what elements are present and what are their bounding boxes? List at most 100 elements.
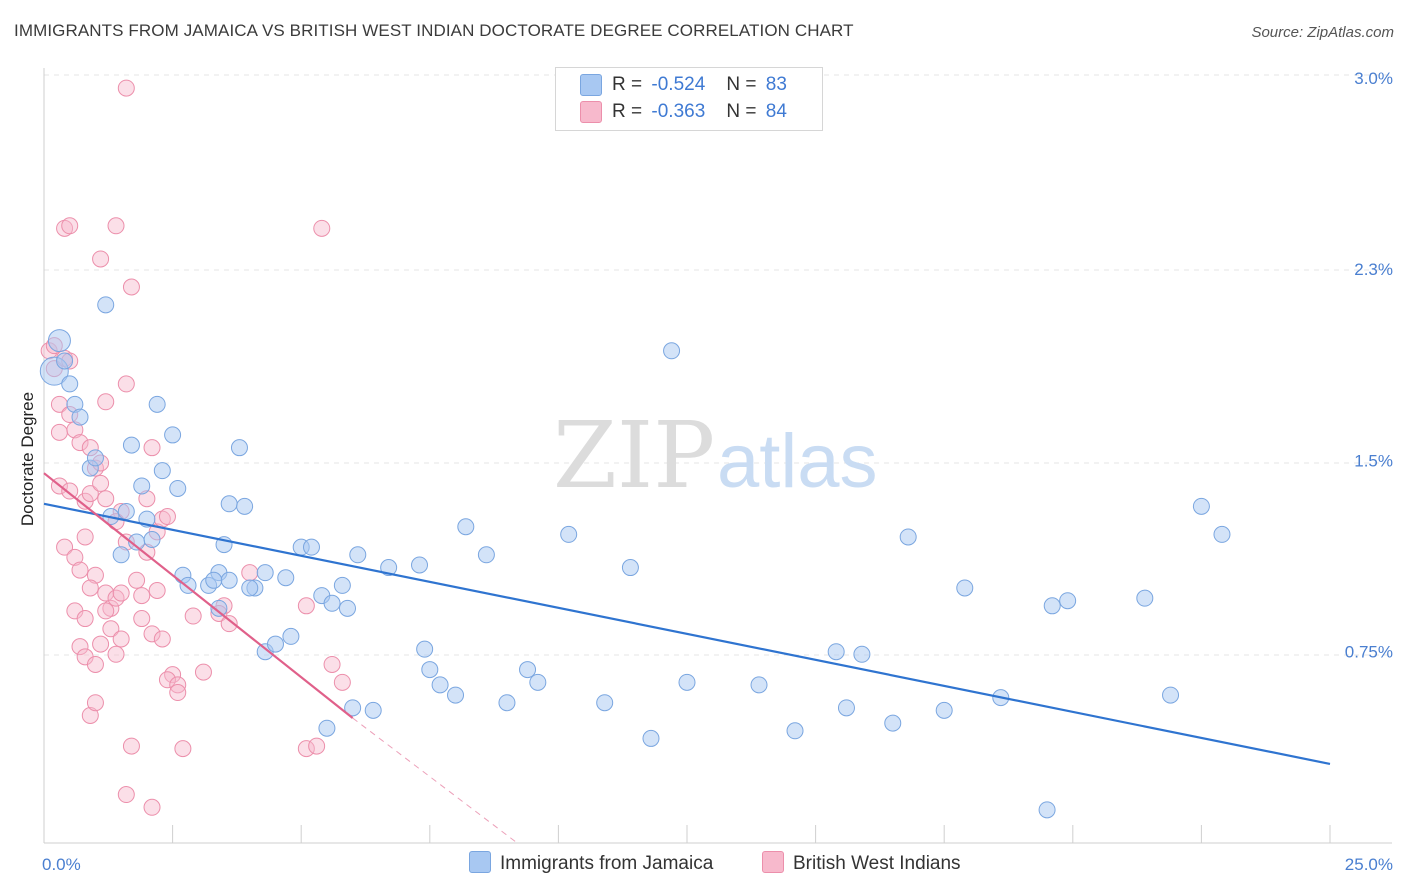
data-point-immigrants-from-jamaica [1192,497,1210,515]
data-point-immigrants-from-jamaica [1038,801,1056,819]
data-point-british-west-indians [143,625,161,643]
data-point-immigrants-from-jamaica [344,699,362,717]
data-point-british-west-indians [97,393,115,411]
data-point-british-west-indians [61,217,79,235]
data-point-immigrants-from-jamaica [519,661,537,679]
data-point-british-west-indians [297,597,315,615]
legend-item-bwi: British West Indians [762,851,961,875]
legend-swatch-pink [580,101,602,123]
data-point-british-west-indians [86,566,104,584]
legend-n-value: 84 [765,101,787,123]
legend-r-value: -0.524 [651,74,706,96]
data-point-immigrants-from-jamaica [663,342,681,360]
data-point-immigrants-from-jamaica [122,436,140,454]
data-point-immigrants-from-jamaica [1162,686,1180,704]
data-point-immigrants-from-jamaica [678,673,696,691]
data-point-immigrants-from-jamaica [837,699,855,717]
data-point-immigrants-from-jamaica [220,571,238,589]
data-point-immigrants-from-jamaica [899,528,917,546]
legend-n-label: N = [726,101,757,123]
data-point-immigrants-from-jamaica [416,640,434,658]
data-point-british-west-indians [117,375,135,393]
data-point-british-west-indians [220,615,238,633]
data-point-british-west-indians [323,655,341,673]
data-point-immigrants-from-jamaica [529,673,547,691]
data-point-immigrants-from-jamaica [1136,589,1154,607]
data-point-immigrants-from-jamaica [164,426,182,444]
data-point-british-west-indians [81,706,99,724]
data-point-immigrants-from-jamaica [364,701,382,719]
data-point-british-west-indians [148,582,166,600]
data-point-immigrants-from-jamaica [333,576,351,594]
data-point-british-west-indians [117,79,135,97]
data-point-immigrants-from-jamaica [266,635,284,653]
data-point-british-west-indians [92,250,110,268]
data-point-immigrants-from-jamaica [560,525,578,543]
legend-swatch-pink [762,851,784,873]
data-point-british-west-indians [169,684,187,702]
data-point-immigrants-from-jamaica [133,477,151,495]
data-point-immigrants-from-jamaica [277,569,295,587]
data-point-immigrants-from-jamaica [447,686,465,704]
data-point-immigrants-from-jamaica [498,694,516,712]
data-point-british-west-indians [97,602,115,620]
data-point-british-west-indians [102,620,120,638]
watermark-zip: ZIP [553,402,715,509]
data-point-british-west-indians [71,638,89,656]
source-credit: Source: ZipAtlas.com [1251,24,1394,41]
data-point-british-west-indians [66,548,84,566]
data-point-immigrants-from-jamaica [56,352,74,370]
data-point-british-west-indians [241,564,259,582]
data-point-british-west-indians [128,571,146,589]
data-point-british-west-indians [81,485,99,503]
data-point-immigrants-from-jamaica [421,661,439,679]
data-point-british-west-indians [86,694,104,712]
legend-item-jamaica: Immigrants from Jamaica [469,851,713,875]
x-tick-label: 0.0% [42,855,81,874]
data-point-immigrants-from-jamaica [282,627,300,645]
data-point-immigrants-from-jamaica [642,729,660,747]
data-point-british-west-indians [61,482,79,500]
data-point-british-west-indians [158,671,176,689]
legend-row-bwi: R = -0.363 N = 84 [580,101,787,125]
data-point-british-west-indians [107,217,125,235]
data-point-immigrants-from-jamaica [169,479,187,497]
data-point-immigrants-from-jamaica [411,556,429,574]
data-point-immigrants-from-jamaica [853,645,871,663]
axes [43,68,1392,844]
legend-r-label: R = [612,74,643,96]
data-point-british-west-indians [184,607,202,625]
data-point-british-west-indians [133,610,151,628]
y-tick-label: 0.75% [1345,643,1393,662]
data-point-immigrants-from-jamaica [1059,592,1077,610]
data-point-british-west-indians [117,786,135,804]
data-point-british-west-indians [112,630,130,648]
data-point-immigrants-from-jamaica [153,462,171,480]
data-point-british-west-indians [107,589,125,607]
data-point-british-west-indians [56,538,74,556]
data-point-british-west-indians [143,439,161,457]
data-point-british-west-indians [308,737,326,755]
data-point-british-west-indians [76,610,94,628]
watermark-atlas: atlas [717,419,878,504]
data-point-british-west-indians [194,663,212,681]
data-point-immigrants-from-jamaica [97,296,115,314]
data-point-british-west-indians [297,740,315,758]
data-point-british-west-indians [56,219,74,237]
data-point-british-west-indians [81,579,99,597]
data-point-british-west-indians [333,673,351,691]
data-point-immigrants-from-jamaica [884,714,902,732]
legend-label-jamaica: Immigrants from Jamaica [500,853,714,874]
data-point-immigrants-from-jamaica [323,594,341,612]
legend-n-value: 83 [765,74,787,96]
data-point-immigrants-from-jamaica [457,518,475,536]
data-point-british-west-indians [133,587,151,605]
data-point-british-west-indians [158,508,176,526]
data-point-immigrants-from-jamaica [205,571,223,589]
data-point-british-west-indians [122,278,140,296]
data-point-british-west-indians [92,474,110,492]
x-tick-label: 25.0% [1345,855,1393,874]
legend-row-jamaica: R = -0.524 N = 83 [580,74,787,98]
data-point-british-west-indians [97,584,115,602]
